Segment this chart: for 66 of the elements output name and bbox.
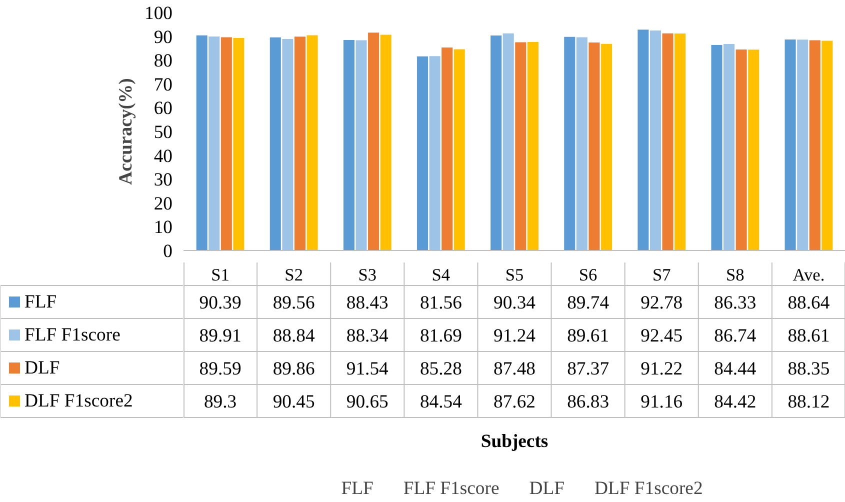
text: FLF	[341, 478, 374, 499]
data-label: 88.12	[788, 392, 830, 412]
y-tick-label: 90	[154, 26, 172, 48]
y-tick-label: 70	[154, 74, 172, 96]
legend-label: DLF F1score2	[24, 390, 133, 412]
text: FLF F1score	[403, 478, 500, 499]
data-label: 91.54	[346, 358, 390, 380]
y-tick-label: 60	[154, 98, 172, 120]
data-label: 91.16	[640, 392, 683, 412]
data-label: 86.83	[567, 392, 610, 412]
data-label: 81.69	[420, 326, 462, 346]
data-label: 88.61	[788, 326, 830, 346]
x-tick-label: S4	[432, 266, 450, 284]
data-label: 88.64	[788, 292, 830, 314]
y-tick-label: 100	[144, 3, 172, 24]
legend-label: FLF F1score	[24, 324, 120, 346]
legend-label: DLF	[24, 358, 60, 378]
data-label: 90.65	[346, 392, 388, 412]
data-label: 87.48	[494, 358, 536, 380]
y-tick-label: 0	[163, 241, 172, 262]
data-label: 84.42	[714, 392, 756, 412]
y-tick-label: 20	[154, 193, 172, 214]
x-tick-label: S7	[652, 266, 672, 284]
text: DLF F1score2	[594, 478, 703, 499]
data-label: 88.34	[346, 326, 390, 346]
y-tick-label: 80	[154, 50, 172, 72]
data-label: 88.35	[788, 358, 830, 380]
data-label: 89.74	[567, 292, 610, 314]
data-label: 92.78	[640, 292, 683, 314]
text: DLF	[529, 478, 564, 499]
y-tick-label: 10	[154, 217, 172, 238]
data-label: 90.34	[494, 292, 536, 314]
data-label: 85.28	[420, 358, 462, 380]
text: Subjects	[480, 431, 548, 452]
data-label: 89.91	[199, 326, 242, 346]
data-label: 88.84	[272, 326, 316, 346]
data-label: 86.74	[714, 326, 757, 346]
x-tick-label: S8	[726, 266, 744, 284]
data-label: 91.24	[494, 326, 536, 346]
data-label: 84.44	[714, 358, 757, 380]
x-tick-label: S2	[284, 266, 303, 284]
data-label: 87.62	[494, 392, 536, 412]
data-label: 89.56	[272, 292, 315, 314]
y-tick-label: 50	[154, 122, 172, 143]
data-label: 90.45	[272, 392, 315, 412]
data-label: 89.86	[272, 358, 315, 380]
y-tick-label: 30	[154, 170, 172, 191]
data-label: 81.56	[420, 292, 462, 314]
data-label: 86.33	[714, 292, 756, 314]
data-label: 92.45	[640, 326, 683, 346]
x-tick-label: Ave.	[792, 266, 825, 284]
legend-label: FLF	[24, 292, 57, 312]
data-label: 91.22	[640, 358, 683, 380]
data-label: 89.59	[199, 358, 242, 380]
x-tick-label: S6	[578, 266, 598, 284]
x-tick-label: S3	[358, 266, 377, 284]
data-label: 88.43	[346, 292, 388, 314]
y-axis-title: Accuracy(%)	[116, 78, 137, 185]
data-label: 89.3	[204, 392, 237, 412]
data-label: 84.54	[420, 392, 463, 412]
data-label: 87.37	[567, 358, 610, 380]
x-tick-label: S1	[211, 266, 230, 284]
x-tick-label: S5	[505, 266, 524, 284]
data-label: 90.39	[199, 292, 242, 314]
data-label: 89.61	[567, 326, 610, 346]
y-tick-label: 40	[154, 146, 172, 167]
